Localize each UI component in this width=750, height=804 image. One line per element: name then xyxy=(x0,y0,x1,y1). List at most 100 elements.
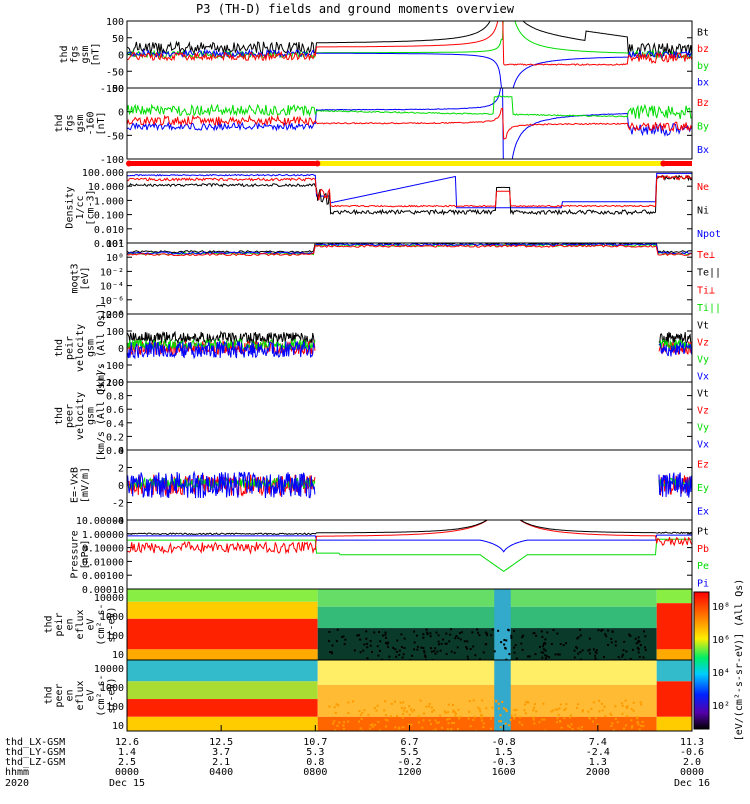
y-axis-label: Density1/cc[cm-3] xyxy=(64,186,96,228)
y-tick-label: 0.01000 xyxy=(82,557,124,568)
spectrogram-speck xyxy=(448,718,451,721)
spectrogram-speck xyxy=(499,714,502,717)
spectrogram-cell xyxy=(317,716,657,731)
spectrogram-cell xyxy=(127,699,318,717)
spectrogram-speck xyxy=(401,656,404,659)
x-axis-row-label: thd_LY-GSM xyxy=(5,747,65,758)
spectrogram-speck xyxy=(504,646,507,649)
spectrogram-speck xyxy=(581,649,584,652)
spectrogram-speck xyxy=(498,720,501,723)
x-tick-label: 2000 xyxy=(586,767,610,778)
spectrogram-speck xyxy=(430,723,433,726)
panel-6: 1.00.80.60.40.20.0thdpeervelocitygsm[km/… xyxy=(54,371,709,461)
y-axis-label: moqt3[eV] xyxy=(70,263,92,293)
spectrogram-speck xyxy=(624,658,627,660)
spectrogram-speck xyxy=(526,655,529,658)
panel-2: 50 0 -50 -100 thdfgsgsm-160[nT] Bz By Bx xyxy=(54,84,709,166)
panel-traces xyxy=(127,470,692,499)
spectrogram-speck xyxy=(568,716,571,719)
legend-entry: Vz xyxy=(697,338,709,349)
spectrogram-speck xyxy=(626,705,629,708)
spectrogram-speck xyxy=(358,720,361,723)
spectrogram-speck xyxy=(330,651,333,654)
spectrogram-speck xyxy=(640,703,643,706)
spectrogram-speck xyxy=(588,648,591,651)
spectrogram-speck xyxy=(333,706,336,709)
spectrogram-cell xyxy=(656,681,692,717)
spectrogram-speck xyxy=(590,707,593,710)
spectrogram-speck xyxy=(621,704,624,707)
spectrogram-speck xyxy=(425,628,428,631)
x-tick-label: 2.1 xyxy=(212,757,230,768)
x-tick-label: 10.7 xyxy=(303,737,327,748)
spectrogram-speck xyxy=(533,706,536,709)
spectrogram-speck xyxy=(528,655,531,658)
series-bz xyxy=(127,21,692,66)
spectrogram-speck xyxy=(594,654,597,657)
spectrogram-speck xyxy=(595,652,598,655)
spectrogram-speck xyxy=(505,709,508,712)
spectrogram-speck xyxy=(486,634,489,637)
spectrogram-speck xyxy=(644,635,647,638)
spectrogram-cell xyxy=(127,618,318,650)
series-Npot xyxy=(127,172,692,209)
spectrogram-speck xyxy=(532,709,535,712)
spectrogram-speck xyxy=(579,634,582,637)
x-date-label: Dec 16 xyxy=(674,778,710,789)
spectrogram-speck xyxy=(336,724,339,727)
spectrogram-speck xyxy=(398,727,401,730)
spectrogram-speck xyxy=(454,711,457,714)
spectrogram-speck xyxy=(398,653,401,656)
x-tick-label: 6.7 xyxy=(400,737,418,748)
spectrogram-cell xyxy=(127,716,318,731)
x-tick-label: 5.5 xyxy=(400,747,418,758)
spectrogram-speck xyxy=(610,637,613,640)
spectrogram-speck xyxy=(328,650,331,653)
spectrogram-speck xyxy=(331,644,334,647)
spectrogram-speck xyxy=(429,647,432,650)
spectrogram-speck xyxy=(402,701,405,704)
x-tick-label: 1.4 xyxy=(118,747,136,758)
spectrogram-speck xyxy=(400,706,403,709)
spectrogram-speck xyxy=(371,650,374,653)
spectrogram-speck xyxy=(453,721,456,724)
spectrogram-speck xyxy=(362,649,365,652)
y-tick-label: 1.000 xyxy=(94,196,124,207)
spectrogram-speck xyxy=(361,729,364,731)
spectrogram-speck xyxy=(595,649,598,652)
spectrogram-speck xyxy=(365,630,368,633)
spectrogram-speck xyxy=(507,629,510,632)
spectrogram-speck xyxy=(328,705,331,708)
series-Ti-perp xyxy=(127,244,692,257)
spectrogram-speck xyxy=(614,644,617,647)
y-axis-label-line: gsm xyxy=(85,339,96,357)
spectrogram-speck xyxy=(617,656,620,659)
spectrogram-speck xyxy=(342,727,345,730)
legend-entry: Te⊥ xyxy=(697,250,715,261)
spectrogram-speck xyxy=(477,706,480,709)
spectrogram-speck xyxy=(542,651,545,654)
spectrogram-speck xyxy=(430,650,433,653)
spectrogram-speck xyxy=(587,649,590,652)
spectrogram-speck xyxy=(356,634,359,637)
spectrogram-speck xyxy=(366,642,369,645)
legend-entry: Ey xyxy=(697,483,709,494)
spectrogram-speck xyxy=(635,642,638,645)
y-axis-label-line: E=-VxB xyxy=(70,467,81,503)
y-tick-label: 100 xyxy=(106,702,124,713)
colorbar: 10⁸ 10⁶ 10⁴ 10² [eV/(cm²-s-sr-eV)] (All Qs) xyxy=(693,579,745,741)
x-tick-label: 7.4 xyxy=(589,737,607,748)
y-axis-label-line: peer xyxy=(54,683,65,707)
spectrogram-speck xyxy=(533,703,536,706)
spectrogram-speck xyxy=(465,646,468,649)
y-axis-label-line: thd xyxy=(43,615,54,633)
spectrogram-speck xyxy=(426,631,429,634)
spectrogram-speck xyxy=(557,653,560,656)
spectrogram-speck xyxy=(347,701,350,704)
spectrogram-cell xyxy=(656,716,692,731)
spectrogram-speck xyxy=(430,706,433,709)
y-tick-label: 0.0 xyxy=(106,446,124,457)
spectrogram-speck xyxy=(522,634,525,637)
spectrogram-speck xyxy=(513,709,516,712)
y-tick-label: 100 xyxy=(106,17,124,28)
